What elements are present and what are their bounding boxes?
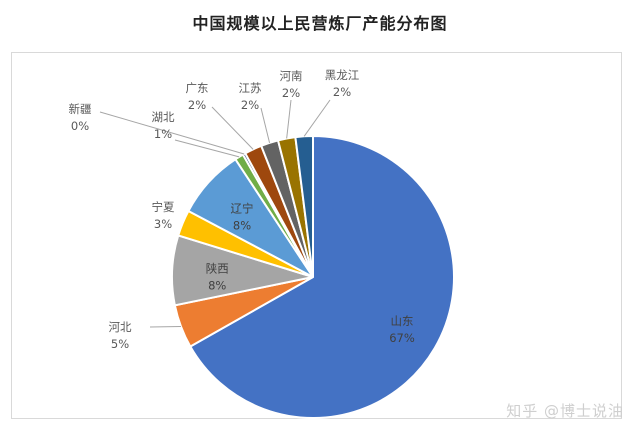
leader-line <box>174 139 240 158</box>
data-label: 辽宁 8% <box>231 202 254 233</box>
watermark: 知乎 @博士说油 <box>506 402 624 420</box>
leader-line <box>149 325 181 328</box>
data-label: 河北 5% <box>109 320 132 351</box>
data-label: 宁夏 3% <box>152 200 175 231</box>
leader-lines <box>99 99 331 328</box>
data-label: 山东 67% <box>389 314 415 345</box>
data-label: 新疆 0% <box>69 102 92 133</box>
leader-line <box>303 99 331 137</box>
pie-slices <box>171 134 455 419</box>
chart-title: 中国规模以上民营炼厂产能分布图 <box>192 14 448 33</box>
data-label: 江苏 2% <box>239 81 262 112</box>
data-label: 黑龙江 2% <box>325 68 360 99</box>
data-label: 湖北 1% <box>152 110 175 141</box>
leader-line <box>260 107 271 143</box>
leader-line <box>286 99 292 139</box>
data-label: 广东 2% <box>186 81 209 112</box>
leader-line <box>211 106 254 150</box>
data-labels: 山东 67% 河北 5% 陕西 8% 宁夏 3% 辽宁 8% 湖北 1% 新疆 0% 广东 2% 江苏 2% 河南 2… <box>69 68 415 351</box>
pie-slice <box>188 134 455 419</box>
leader-line <box>99 111 245 155</box>
data-label: 陕西 8% <box>206 261 229 292</box>
data-label: 河南 2% <box>280 69 303 100</box>
